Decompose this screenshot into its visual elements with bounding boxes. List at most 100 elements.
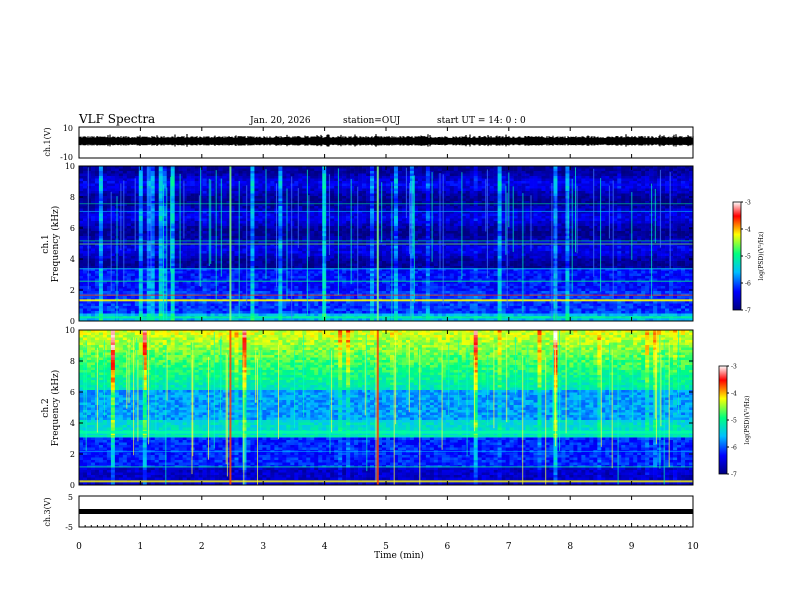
- spectrogram-cell: [178, 191, 183, 194]
- spectrogram-cell: [150, 188, 156, 192]
- spectrogram-cell: [469, 188, 475, 192]
- spectrogram-cell: [310, 236, 315, 239]
- spectrogram-cell: [529, 171, 534, 174]
- spectrogram-cell: [82, 243, 88, 247]
- spectrogram-cell: [505, 181, 510, 184]
- spectrogram-cell: [266, 236, 271, 239]
- spectrogram-cell: [581, 211, 586, 214]
- spectrogram-cell: [170, 246, 175, 249]
- spectrogram-cell: [106, 241, 112, 244]
- spectrogram-cell: [633, 183, 638, 187]
- spectrogram-cell: [306, 186, 311, 189]
- spectrogram-cell: [178, 186, 183, 189]
- spectrogram-cell: [677, 193, 682, 197]
- spectrogram-cell: [449, 213, 455, 217]
- spectrogram-cell: [501, 226, 506, 229]
- spectrogram-cell: [322, 221, 327, 224]
- spectrogram-cell: [637, 183, 642, 187]
- spectrogram-cell: [449, 228, 455, 232]
- spectrogram-cell: [509, 221, 514, 224]
- spectrogram-cell: [497, 213, 502, 217]
- spectrogram-cell: [605, 198, 610, 202]
- spectrogram-cell: [461, 226, 467, 229]
- spectrogram-cell: [665, 166, 670, 169]
- spectrogram-cell: [318, 208, 323, 212]
- spectrogram-cell: [294, 168, 299, 172]
- spectrogram-cell: [138, 236, 144, 239]
- spectrogram-cell: [182, 226, 187, 229]
- spectrogram-cell: [238, 198, 243, 202]
- spectrogram-cell: [90, 216, 96, 219]
- spectrogram-cell: [134, 196, 140, 199]
- spectrogram-cell: [589, 233, 594, 237]
- spectrogram-cell: [489, 178, 494, 182]
- spectrogram-cell: [222, 181, 227, 184]
- spectrogram-cell: [162, 166, 168, 169]
- spectrogram-cell: [425, 223, 431, 227]
- spectrogram-cell: [190, 218, 195, 222]
- spectrogram-cell: [505, 203, 510, 207]
- spectrogram-cell: [350, 236, 355, 239]
- spectrogram-cell: [577, 196, 582, 199]
- spectrogram-cell: [306, 188, 311, 192]
- spectrogram-cell: [601, 238, 606, 242]
- spectrogram-cell: [134, 243, 140, 247]
- spectrogram-cell: [374, 233, 379, 237]
- spectrogram-cell: [569, 221, 574, 224]
- spectrogram-cell: [621, 231, 626, 234]
- spectrogram-cell: [661, 206, 666, 209]
- spectrogram-cell: [421, 168, 427, 172]
- spectrogram-cell: [609, 178, 614, 182]
- spectrogram-cell: [525, 238, 530, 242]
- spectrogram-cell: [669, 178, 674, 182]
- spectrogram-cell: [234, 226, 239, 229]
- spectrogram-cell: [342, 188, 347, 192]
- spectrogram-cell: [545, 206, 550, 209]
- spectrogram-cell: [362, 193, 367, 197]
- spectrogram-cell: [637, 228, 642, 232]
- spectrogram-cell: [246, 168, 251, 172]
- spectrogram-cell: [625, 218, 630, 222]
- spectrogram-cell: [649, 171, 654, 174]
- spectrogram-cell: [457, 218, 463, 222]
- spectrogram-cell: [457, 203, 463, 207]
- spectrogram-cell: [453, 233, 459, 237]
- spectrogram-cell: [469, 211, 475, 214]
- spectrogram-cell: [338, 196, 343, 199]
- spectrogram-cell: [154, 181, 160, 184]
- spectrogram-cell: [505, 228, 510, 232]
- spectrogram-cell: [254, 181, 259, 184]
- spectrogram-cell: [98, 188, 104, 192]
- spectrogram-cell: [126, 238, 132, 242]
- spectrogram-cell: [529, 173, 534, 177]
- spectrogram-cell: [126, 191, 132, 194]
- spectrogram-cell: [661, 226, 666, 229]
- spectrogram-cell: [401, 181, 407, 184]
- spectrogram-cell: [86, 176, 92, 179]
- spectrogram-cell: [338, 236, 343, 239]
- spectrogram-cell: [465, 196, 471, 199]
- spectrogram-cell: [569, 171, 574, 174]
- spectrogram-cell: [350, 208, 355, 212]
- spectrogram-cell: [90, 186, 96, 189]
- spectrogram-cell: [174, 186, 179, 189]
- spectrogram-cell: [521, 183, 526, 187]
- spectrogram-cell: [294, 193, 299, 197]
- spectrogram-cell: [613, 223, 618, 227]
- spectrogram-cell: [541, 208, 546, 212]
- spectrogram-cell: [138, 208, 144, 212]
- spectrogram-cell: [130, 181, 136, 184]
- spectrogram-cell: [130, 201, 136, 204]
- spectrogram-cell: [569, 206, 574, 209]
- spectrogram-cell: [282, 168, 287, 172]
- spectrogram-cell: [481, 213, 486, 217]
- spectrogram-cell: [314, 171, 319, 174]
- spectrogram-cell: [262, 213, 267, 217]
- spectrogram-cell: [589, 223, 594, 227]
- spectrogram-cell: [521, 181, 526, 184]
- spectrogram-cell: [230, 243, 235, 247]
- spectrogram-cell: [182, 218, 187, 222]
- spectrogram-cell: [629, 186, 634, 189]
- spectrogram-cell: [266, 196, 271, 199]
- spectrogram-cell: [130, 208, 136, 212]
